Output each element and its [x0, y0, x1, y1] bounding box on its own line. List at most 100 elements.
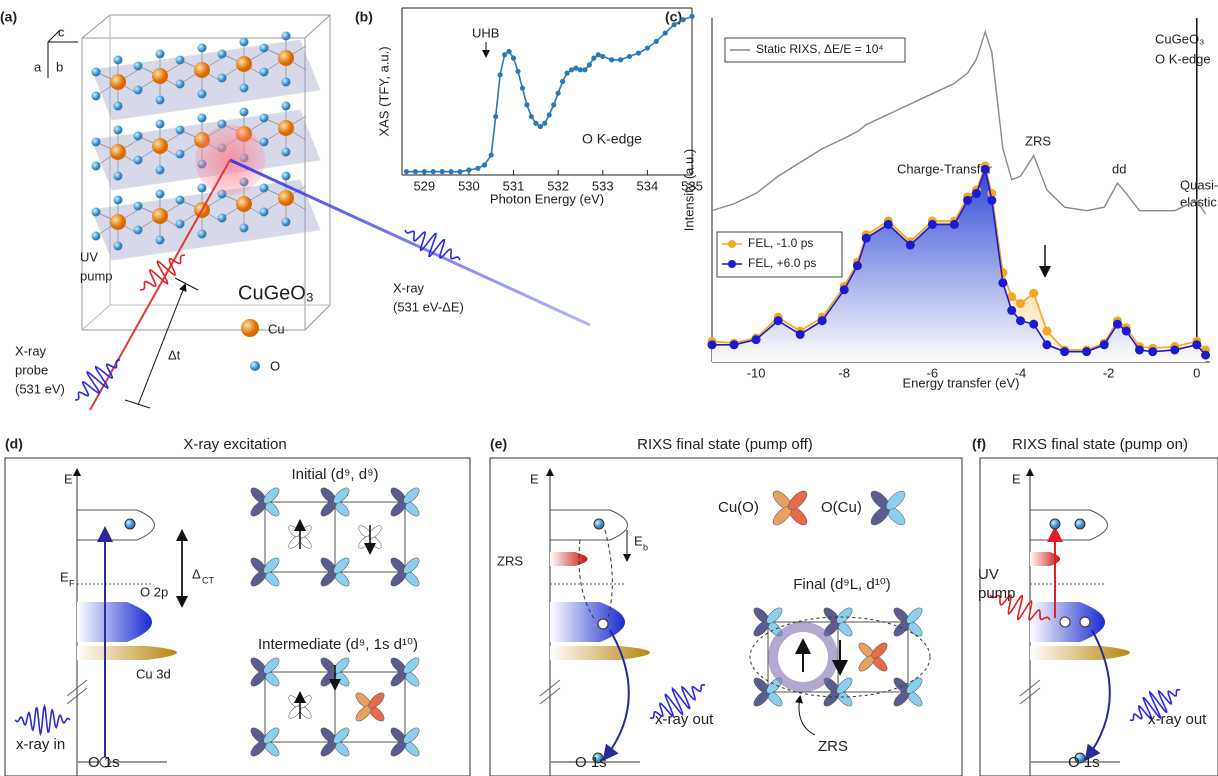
data-point: [586, 62, 592, 68]
electron: [1079, 616, 1091, 628]
cu-atom: [110, 74, 126, 90]
data-point: [949, 219, 959, 229]
energy-label: E: [1012, 471, 1021, 486]
cu-atom: [278, 50, 294, 66]
data-point: [980, 164, 990, 174]
orbital-lobe: [886, 490, 906, 510]
o-atom: [197, 229, 207, 239]
o-atom: [259, 207, 269, 217]
xray-label: (531 eV-ΔE): [393, 299, 464, 314]
data-point: [861, 233, 871, 243]
data-point: [551, 102, 557, 108]
data-point: [412, 169, 418, 175]
delay-tick: [124, 399, 151, 409]
pointer: [795, 695, 816, 736]
panel-title: RIXS final state (pump off): [637, 436, 813, 453]
xray-label: x-ray out: [655, 711, 714, 728]
data-point: [600, 53, 606, 60]
o-atom: [113, 171, 123, 181]
orbital-lobe: [906, 607, 923, 624]
data-point: [618, 57, 624, 63]
zrs-band: [550, 552, 588, 566]
axis-label: c: [58, 24, 65, 39]
x-tick-label: 0: [1193, 365, 1200, 380]
data-point: [729, 340, 739, 350]
data-point: [542, 120, 548, 126]
o-atom: [113, 125, 123, 135]
data-point: [533, 120, 539, 126]
compound: CuGeO₃: [238, 282, 314, 304]
state-label: Final (d⁹L, d¹⁰): [793, 576, 890, 593]
pump-label: UV: [80, 249, 98, 264]
cu-atom: [236, 56, 252, 72]
pump-label: pump: [978, 585, 1016, 602]
data-point: [1134, 345, 1144, 355]
axis-label: a: [34, 59, 42, 74]
o-atom: [91, 67, 101, 77]
x-tick-label: 529: [413, 178, 435, 193]
panel-box: [4, 457, 471, 776]
probe-label: (531 eV): [15, 381, 65, 396]
cu-atom: [194, 62, 210, 78]
zrs-band: [1030, 552, 1060, 566]
x-tick-label: -8: [838, 365, 850, 380]
wave-packet: [139, 254, 186, 291]
data-point: [971, 188, 981, 198]
state-label: Initial (d⁹, d⁹): [291, 466, 378, 483]
o2p-band: [550, 602, 625, 642]
o-atom: [133, 61, 143, 71]
o-atom: [91, 91, 101, 101]
data-point: [635, 50, 642, 56]
band-label: O 2p: [140, 584, 168, 599]
panel-label: (a): [0, 9, 17, 25]
o-atom: [155, 235, 165, 245]
o-atom: [281, 77, 291, 87]
data-point: [852, 261, 862, 271]
legend-label: FEL, +6.0 ps: [748, 256, 816, 270]
o-atom: [239, 107, 249, 117]
electron: [592, 752, 604, 764]
orbital-lobe: [836, 677, 853, 694]
annotation: O K-edge: [582, 131, 642, 147]
orbital-lobe: [403, 487, 420, 504]
eb-label: E: [634, 533, 643, 548]
orbital-lobe: [403, 727, 420, 744]
annotation: Quasi-: [1180, 177, 1218, 192]
data-point: [577, 67, 584, 73]
energy-label: E: [64, 471, 73, 486]
band-label: Cu 3d: [136, 666, 171, 681]
orbital-lobe: [263, 727, 280, 744]
electron: [1049, 518, 1061, 530]
electron: [1074, 518, 1086, 530]
cu-atom: [236, 196, 252, 212]
series-line: [711, 29, 1207, 215]
o-atom: [155, 49, 165, 59]
data-point: [546, 112, 552, 118]
area: [712, 169, 1206, 362]
orbital-lobe: [403, 657, 420, 674]
state-label: Intermediate (d⁹, 1s d¹⁰): [258, 636, 418, 653]
panel-label: (e): [490, 436, 507, 452]
series-line: [406, 15, 693, 173]
cu3d-band: [1030, 646, 1130, 660]
zrs-ring: [768, 622, 838, 692]
fermi-label: E: [60, 569, 69, 584]
data-point: [963, 195, 973, 205]
probe-label: X-ray: [15, 343, 47, 358]
data-point: [537, 123, 543, 130]
data-point: [555, 90, 561, 96]
data-point: [773, 316, 783, 326]
o-atom: [155, 95, 165, 105]
legend-marker: [728, 260, 736, 268]
o-atom: [133, 155, 143, 165]
o-atom: [197, 183, 207, 193]
panel-box: [489, 457, 963, 776]
o-atom: [217, 213, 227, 223]
wave-packet: [404, 229, 461, 261]
data-point: [609, 57, 615, 63]
data-point: [448, 169, 454, 175]
data-point: [987, 195, 997, 205]
annotation: elastic: [1180, 194, 1217, 209]
data-point: [671, 22, 677, 28]
o-atom: [259, 113, 269, 123]
